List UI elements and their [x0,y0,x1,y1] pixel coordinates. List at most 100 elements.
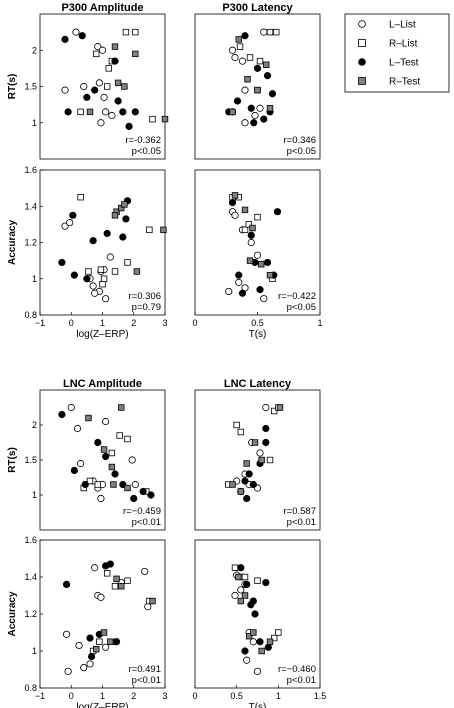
stat-r: r=-0.362 [125,135,161,146]
point-3 [89,237,97,245]
point-1 [67,403,75,412]
point-2 [103,570,111,577]
x-tick-label: −1 [35,691,45,701]
point-3 [243,580,251,589]
point-2 [124,577,131,584]
point-1 [256,449,264,457]
point-2 [100,275,108,282]
x-axis-label: log(Z–ERP) [76,702,128,708]
x-tick-label: 2 [131,318,136,328]
legend-marker [358,20,366,28]
x-tick-label: 0 [192,691,197,701]
point-4 [113,575,120,583]
point-3 [70,466,78,475]
point-1 [102,295,110,303]
point-1 [260,28,268,36]
panel-title: LNC Amplitude [63,378,142,390]
point-3 [238,289,247,297]
x-axis-label: T(s) [249,702,267,708]
point-3 [263,72,272,80]
point-2 [111,268,119,275]
point-3 [131,108,139,116]
point-2 [93,50,100,58]
point-1 [95,79,103,87]
point-3 [114,97,122,105]
point-2 [77,193,84,201]
y-axis-label: Accuracy [7,591,18,636]
point-4 [266,105,274,112]
point-1 [235,278,243,286]
point-2 [254,213,261,221]
point-2 [149,115,156,123]
panel-7: 0.8 1 1.2 1.4 1.6 −1 0 1 2 3 log(Z–ERP) Accuracy r=0… [7,535,168,708]
y-axis-label: Accuracy [7,220,18,265]
point-4 [237,597,245,605]
point-1 [102,643,110,651]
legend-label: R–Test [389,77,420,88]
y-tick-label: 1 [32,490,37,500]
point-3 [256,286,264,294]
point-1 [231,591,239,600]
point-1 [231,53,239,62]
point-3 [241,32,249,40]
point-4 [132,50,139,58]
point-3 [243,494,251,503]
point-2 [96,638,103,645]
point-4 [160,226,167,234]
plot-frame [194,389,321,531]
point-2 [85,268,92,275]
point-4 [118,404,125,411]
point-3 [262,424,270,433]
legend-item: L–Test [358,58,419,69]
point-3 [64,108,72,116]
y-tick-label: 1.4 [24,201,37,211]
point-3 [263,258,272,267]
stat-r: r=0.587 [284,506,317,517]
point-4 [235,573,242,581]
point-3 [103,229,111,238]
point-2 [270,634,278,642]
panel-title: P300 Latency [222,2,293,14]
point-4 [237,488,245,495]
point-3 [78,32,86,40]
y-tick-label: 1 [32,274,37,284]
stat-p: p<0.01 [287,675,316,686]
point-3 [81,480,89,489]
stat-p: p<0.01 [132,517,161,528]
point-1 [97,119,105,127]
point-1 [77,459,85,468]
point-3 [87,652,96,661]
point-1 [102,417,110,426]
point-3 [119,108,127,116]
point-3 [86,634,94,642]
point-2 [275,629,282,636]
point-2 [231,564,239,571]
point-3 [245,470,253,478]
x-tick-label: 3 [162,691,167,701]
stat-p: p<0.01 [132,675,161,686]
point-2 [233,421,240,429]
legend-item: L–List [358,20,416,31]
point-1 [249,638,257,646]
point-1 [141,567,149,576]
y-tick-label: 2 [32,420,37,430]
y-tick-label: 1.5 [24,455,37,465]
point-2 [105,65,112,72]
point-1 [241,86,249,94]
y-tick-label: 1 [32,646,37,656]
point-4 [121,201,128,208]
x-tick-label: 1 [276,691,281,701]
legend-item: R–Test [358,77,420,88]
point-3 [241,647,249,655]
point-1 [238,57,247,65]
point-4 [276,404,284,411]
x-tick-label: 0.5 [251,318,264,328]
point-1 [253,667,262,675]
point-2 [256,57,264,65]
point-4 [124,484,131,492]
